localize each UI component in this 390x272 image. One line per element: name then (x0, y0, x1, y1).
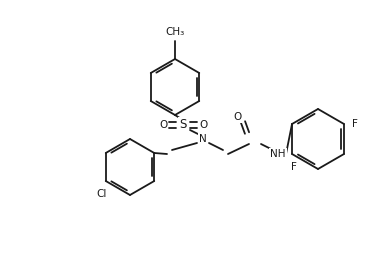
Text: F: F (352, 119, 358, 129)
Text: O: O (233, 112, 241, 122)
Text: O: O (199, 120, 207, 130)
Text: Cl: Cl (97, 189, 107, 199)
Text: CH₃: CH₃ (165, 27, 184, 37)
Text: N: N (199, 134, 207, 144)
Text: O: O (159, 120, 167, 130)
Text: F: F (291, 162, 297, 172)
Text: S: S (179, 119, 187, 131)
Text: NH: NH (270, 149, 286, 159)
